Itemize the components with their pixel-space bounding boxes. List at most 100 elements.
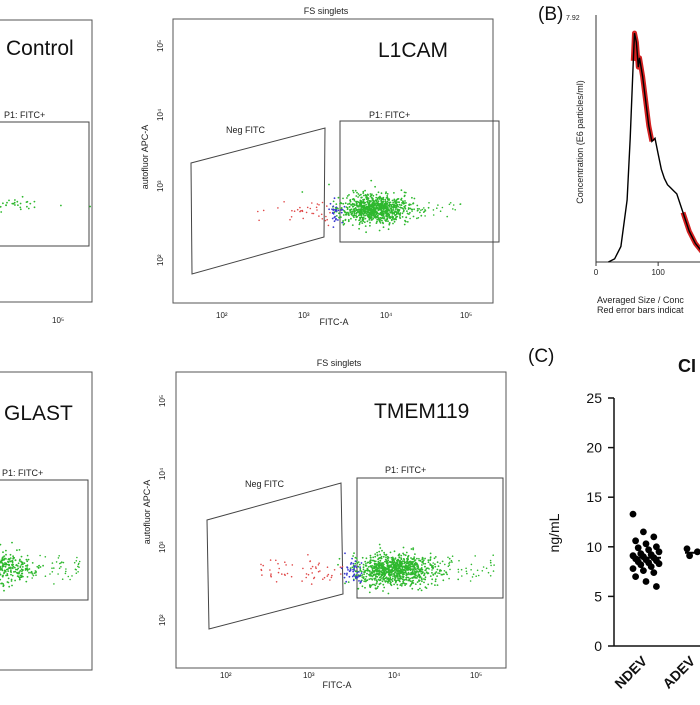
- event-dot: [52, 562, 54, 564]
- event-dot: [350, 569, 352, 571]
- event-dot: [5, 554, 7, 556]
- event-dot: [78, 566, 80, 568]
- event-dot: [451, 561, 453, 563]
- y-tick-label: 20: [586, 440, 602, 456]
- event-dot: [379, 198, 381, 200]
- event-dot: [382, 208, 384, 210]
- event-dot: [344, 577, 346, 579]
- gate-label-p1: P1: FITC+: [2, 468, 43, 478]
- event-dot: [19, 207, 21, 209]
- event-dot: [382, 573, 384, 575]
- event-dot: [362, 192, 364, 194]
- data-point: [653, 583, 660, 590]
- event-dot: [363, 199, 365, 201]
- event-dot: [374, 561, 376, 563]
- event-dot: [417, 581, 419, 583]
- event-dot: [355, 219, 357, 221]
- event-dot: [369, 222, 371, 224]
- event-dot: [20, 565, 22, 567]
- event-dot: [53, 567, 55, 569]
- event-dot: [389, 561, 391, 563]
- event-dot: [28, 572, 30, 574]
- event-dot: [471, 564, 473, 566]
- event-dot: [478, 575, 480, 577]
- event-dot: [285, 564, 287, 566]
- event-dot: [490, 560, 492, 562]
- event-dot: [334, 569, 336, 571]
- event-dot: [367, 202, 369, 204]
- event-dot: [60, 562, 62, 564]
- event-dot: [322, 202, 324, 204]
- event-dot: [392, 573, 394, 575]
- y-tick-label: 15: [586, 489, 602, 505]
- event-dot: [387, 561, 389, 563]
- event-dot: [407, 221, 409, 223]
- event-dot: [399, 213, 401, 215]
- event-dot: [65, 568, 67, 570]
- event-dot: [365, 580, 367, 582]
- event-dot: [322, 218, 324, 220]
- event-dot: [22, 576, 24, 578]
- event-dot: [359, 217, 361, 219]
- event-dot: [19, 549, 21, 551]
- event-dot: [378, 579, 380, 581]
- event-dot: [35, 570, 37, 572]
- event-dot: [426, 587, 428, 589]
- event-dot: [302, 210, 304, 212]
- event-dot: [461, 569, 463, 571]
- event-dot: [380, 571, 382, 573]
- event-dot: [345, 202, 347, 204]
- data-point: [643, 578, 650, 585]
- event-dot: [8, 200, 10, 202]
- event-dot: [281, 573, 283, 575]
- event-dot: [316, 209, 318, 211]
- event-dot: [397, 575, 399, 577]
- event-dot: [386, 202, 388, 204]
- event-dot: [344, 552, 346, 554]
- event-dot: [338, 217, 340, 219]
- event-dot: [358, 193, 360, 195]
- event-dot: [378, 191, 380, 193]
- event-dot: [353, 573, 355, 575]
- event-dot: [327, 566, 329, 568]
- event-dot: [367, 220, 369, 222]
- event-dot: [342, 209, 344, 211]
- panel-control: Control P1: FITC+ 10⁵: [0, 20, 92, 325]
- event-dot: [365, 578, 367, 580]
- x-tick-label: 10²: [220, 671, 232, 680]
- event-dot: [371, 193, 373, 195]
- event-dot: [270, 559, 272, 561]
- event-dot: [394, 218, 396, 220]
- event-dot: [40, 566, 42, 568]
- event-dot: [409, 563, 411, 565]
- event-dot: [387, 220, 389, 222]
- y-tick-label: 10⁵: [156, 40, 165, 52]
- event-dot: [315, 566, 317, 568]
- event-dot: [305, 577, 307, 579]
- event-dot: [364, 208, 366, 210]
- event-dot: [406, 573, 408, 575]
- event-dot: [379, 544, 381, 546]
- event-dot: [344, 573, 346, 575]
- event-dot: [391, 584, 393, 586]
- event-dot: [53, 583, 55, 585]
- event-dot: [377, 569, 379, 571]
- event-dot: [362, 585, 364, 587]
- event-dot: [364, 561, 366, 563]
- event-dot: [422, 562, 424, 564]
- event-dot: [418, 558, 420, 560]
- y-tick-label: 10³: [158, 541, 167, 553]
- event-dot: [403, 547, 405, 549]
- event-dot: [385, 212, 387, 214]
- event-dot: [433, 214, 435, 216]
- event-dot: [446, 574, 448, 576]
- event-dot: [421, 571, 423, 573]
- event-dot: [411, 210, 413, 212]
- event-dot: [359, 203, 361, 205]
- data-points: [630, 511, 700, 590]
- event-dot: [413, 565, 415, 567]
- event-dot: [3, 584, 5, 586]
- event-dot: [424, 558, 426, 560]
- event-dot: [405, 567, 407, 569]
- event-dot: [400, 561, 402, 563]
